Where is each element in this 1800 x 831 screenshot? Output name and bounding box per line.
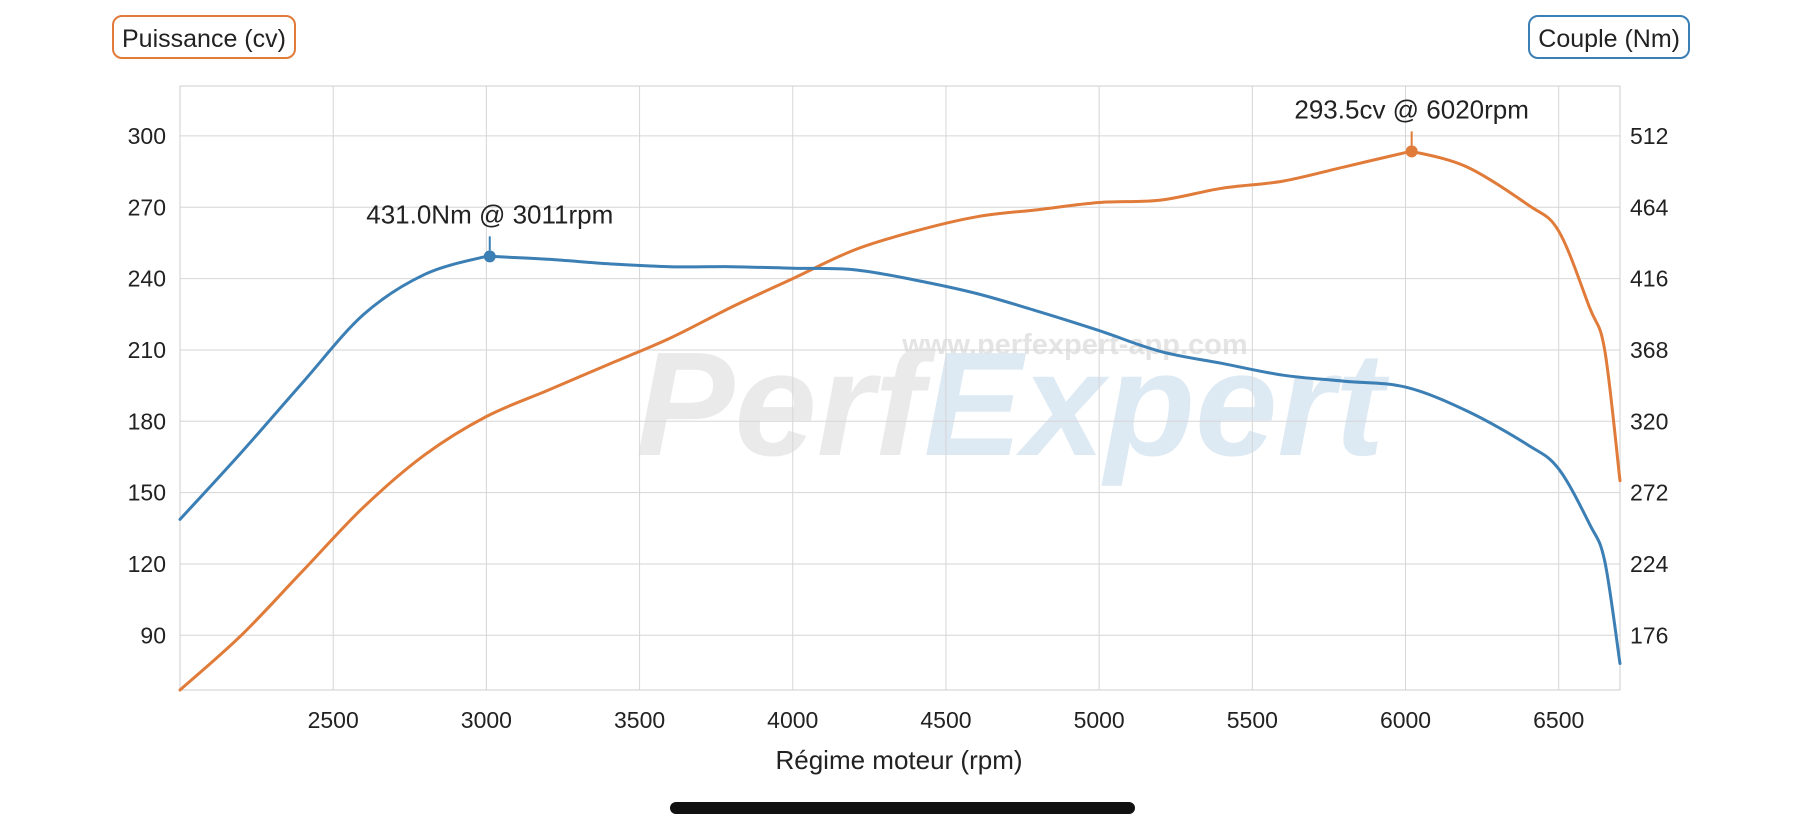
- y-right-tick-label: 464: [1630, 194, 1669, 220]
- x-tick-label: 4000: [767, 707, 818, 733]
- torque-peak-label: 431.0Nm @ 3011rpm: [366, 199, 613, 229]
- power-peak-marker: [1405, 145, 1418, 158]
- y-left-tick-label: 210: [128, 337, 166, 363]
- axes: [179, 85, 1621, 691]
- y-left-tick-label: 240: [128, 266, 166, 292]
- y-left-tick-label: 270: [128, 194, 166, 220]
- torque-peak-marker: [483, 250, 496, 263]
- watermark-brand-a: Perf: [636, 322, 937, 487]
- power-curve: [178, 148, 1622, 692]
- y-left-tick-label: 90: [140, 622, 166, 648]
- x-axis-label: Régime moteur (rpm): [775, 745, 1022, 775]
- torque-curve: [178, 253, 1622, 665]
- torque-legend-label: Couple (Nm): [1528, 15, 1690, 59]
- y-left-tick-label: 180: [128, 408, 166, 434]
- grid: [180, 86, 1620, 690]
- series: [178, 148, 1622, 692]
- annotations: 431.0Nm @ 3011rpm 293.5cv @ 6020rpm: [366, 94, 1529, 263]
- y-right-tick-label: 176: [1630, 622, 1668, 648]
- x-tick-label: 5000: [1074, 707, 1125, 733]
- y-right-tick-label: 416: [1630, 266, 1668, 292]
- x-tick-label: 3500: [614, 707, 665, 733]
- watermark: www.perfexpert-app.com PerfExpert: [636, 322, 1390, 487]
- watermark-brand-b: Expert: [924, 322, 1390, 487]
- home-indicator[interactable]: [670, 802, 1135, 814]
- x-tick-label: 4500: [920, 707, 971, 733]
- y-right-tick-label: 320: [1630, 408, 1668, 434]
- y-right-tick-label: 272: [1630, 480, 1668, 506]
- power-legend-label: Puissance (cv): [112, 15, 296, 59]
- power-peak-label: 293.5cv @ 6020rpm: [1294, 94, 1529, 124]
- tick-labels: 2500 3000 3500 4000 4500 5000 5500 6000 6500 90 12…: [128, 123, 1669, 733]
- y-right-tick-label: 224: [1630, 551, 1669, 577]
- x-tick-label: 6500: [1533, 707, 1584, 733]
- y-right-tick-label: 368: [1630, 337, 1668, 363]
- y-right-tick-label: 512: [1630, 123, 1668, 149]
- x-tick-label: 2500: [308, 707, 359, 733]
- x-tick-label: 6000: [1380, 707, 1431, 733]
- y-left-tick-label: 300: [128, 123, 166, 149]
- y-left-tick-label: 150: [128, 480, 166, 506]
- watermark-brand: PerfExpert: [636, 322, 1390, 487]
- x-tick-label: 3000: [461, 707, 512, 733]
- watermark-url: www.perfexpert-app.com: [901, 329, 1247, 361]
- plot-frame: [179, 85, 1621, 691]
- y-left-tick-label: 120: [128, 551, 166, 577]
- x-tick-label: 5500: [1227, 707, 1278, 733]
